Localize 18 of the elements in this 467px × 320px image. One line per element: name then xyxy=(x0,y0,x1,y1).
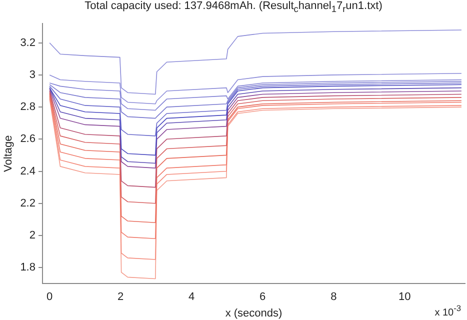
y-tick-label: 2 xyxy=(29,229,36,242)
y-tick-label: 2.8 xyxy=(20,101,36,114)
y-tick-label: 2.6 xyxy=(20,133,36,146)
x-tick-label: 2 xyxy=(118,291,124,304)
y-tick-label: 2.4 xyxy=(20,165,36,178)
x-tick-label: 6 xyxy=(260,291,266,304)
y-tick-label: 2.2 xyxy=(20,197,36,210)
y-axis-title: Voltage xyxy=(2,135,15,172)
y-tick-label: 1.8 xyxy=(20,262,36,274)
x-tick-label: 8 xyxy=(330,291,337,304)
x-tick-label: 0 xyxy=(46,291,53,304)
x-axis-title: x (seconds) xyxy=(225,307,282,320)
x-tick-label: 4 xyxy=(188,291,195,304)
y-tick-label: 3.2 xyxy=(20,36,36,49)
chart-title: Total capacity used: 137.9468mAh. (Result$_{c}$hannel$_{1}$7$_{r}$un1.txt) xyxy=(84,0,384,16)
text: x 10$^{-3}$ xyxy=(434,302,461,318)
x-tick-label: 10 xyxy=(398,291,411,304)
y-tick-label: 3 xyxy=(29,68,36,81)
